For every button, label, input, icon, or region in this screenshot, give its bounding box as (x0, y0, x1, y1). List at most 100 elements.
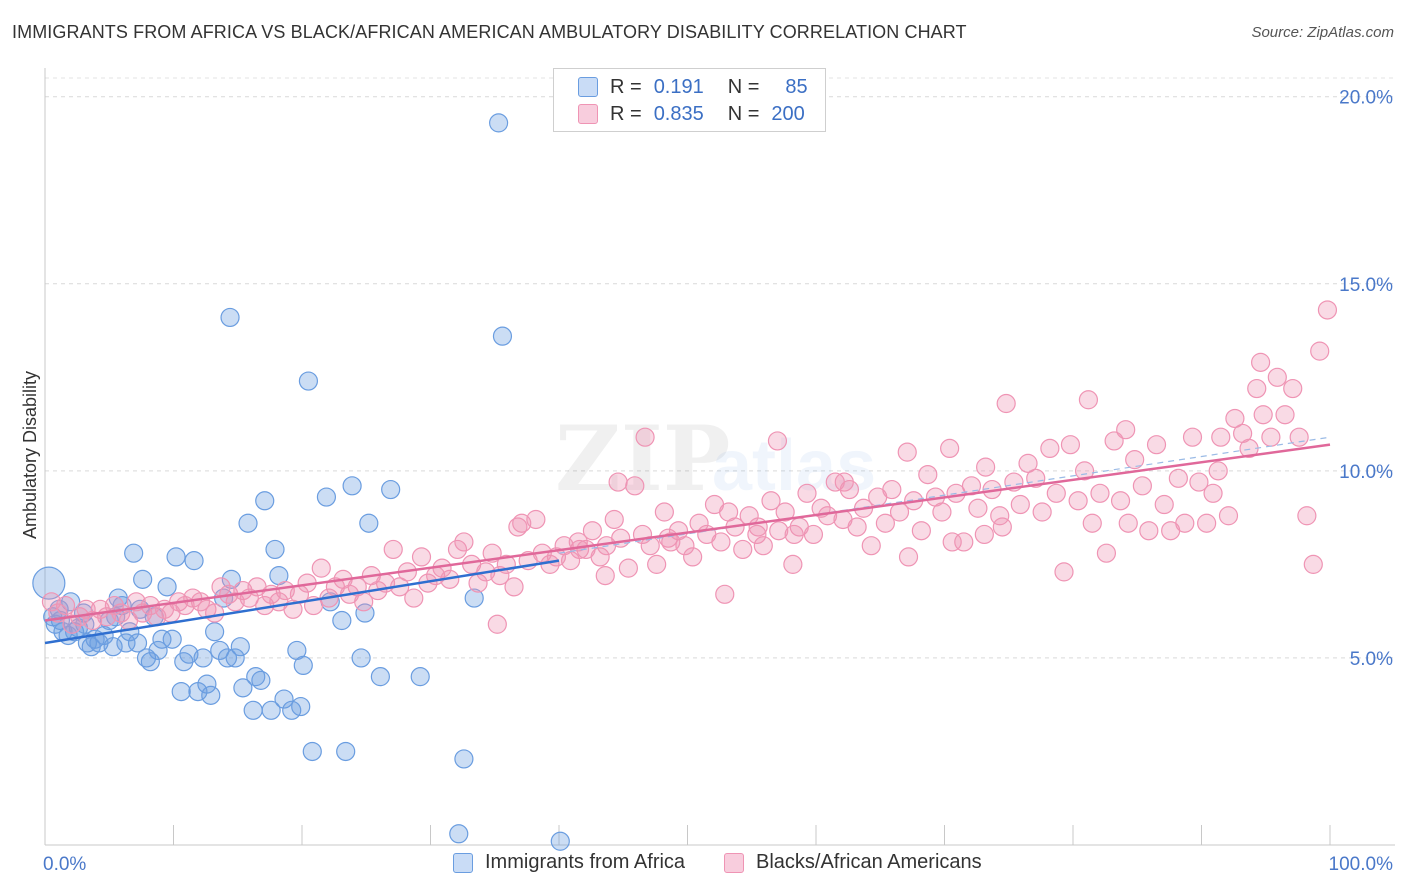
trend-line-black (44, 443, 1331, 622)
bottom-legend-swatch-blue (453, 852, 473, 873)
axes (44, 68, 1395, 846)
data-point (861, 536, 881, 556)
data-point (381, 479, 401, 500)
data-point (311, 558, 331, 578)
data-point (1175, 513, 1195, 533)
data-point (1168, 468, 1188, 488)
data-point (148, 640, 168, 661)
legend-swatch-pink (578, 104, 598, 124)
data-point (487, 614, 507, 634)
chart-title: IMMIGRANTS FROM AFRICA VS BLACK/AFRICAN … (12, 22, 967, 42)
data-point (157, 577, 177, 597)
data-point (940, 438, 960, 459)
data-point (918, 464, 938, 485)
data-point (897, 442, 917, 462)
legend-r-value-1: 0.191 (653, 75, 704, 98)
data-point (898, 547, 919, 567)
data-point (1310, 341, 1330, 361)
data-point (508, 517, 528, 537)
data-point (293, 655, 313, 676)
data-point (753, 536, 773, 556)
data-point (243, 700, 263, 720)
data-point (1032, 502, 1052, 522)
data-point (246, 667, 266, 687)
watermark-atlas: atlas (712, 426, 876, 506)
data-point (1211, 427, 1231, 447)
data-point (834, 472, 854, 492)
data-point (797, 483, 817, 503)
legend-n-value-1: 85 (785, 75, 808, 98)
data-point (761, 491, 781, 511)
y-tick-label: 20.0% (1339, 88, 1393, 109)
source-label: Source: ZipAtlas.com (1251, 24, 1394, 41)
data-point (62, 614, 82, 634)
data-point (359, 513, 379, 533)
watermark: ZIP atlas (555, 406, 876, 512)
data-point (1116, 420, 1136, 440)
legend-row-black: R = 0.835 N = 200 (578, 102, 805, 126)
legend-n-value-2: 200 (771, 102, 805, 125)
data-point (784, 524, 804, 545)
data-point (332, 610, 352, 631)
y-tick-label: 15.0% (1339, 275, 1393, 296)
data-point (225, 648, 245, 668)
data-point (715, 584, 735, 604)
data-point (1317, 300, 1338, 320)
data-point (1139, 521, 1159, 541)
data-point (1018, 453, 1038, 473)
data-point (747, 524, 767, 545)
data-point (1182, 427, 1203, 447)
data-point (205, 622, 225, 642)
data-point (1275, 405, 1295, 425)
bottom-legend-swatch-pink (724, 852, 744, 873)
data-point (230, 637, 250, 657)
data-point (942, 532, 962, 552)
legend-r-label-2: R = (610, 102, 642, 125)
data-point (1110, 491, 1131, 511)
data-point (217, 648, 238, 668)
data-point (133, 569, 153, 589)
bottom-legend-label-black: Blacks/African Americans (756, 851, 982, 873)
data-point (342, 476, 362, 496)
data-point (1074, 461, 1095, 481)
data-point (604, 509, 624, 530)
data-point (1253, 405, 1273, 425)
data-point (711, 532, 731, 552)
data-point (351, 648, 371, 668)
data-point (582, 521, 603, 541)
data-point (302, 741, 322, 762)
data-point (635, 427, 655, 447)
data-point (911, 521, 931, 541)
data-point (1060, 435, 1081, 455)
series-immigrants-africa (32, 113, 570, 851)
data-point (64, 622, 85, 642)
data-point (171, 681, 191, 702)
data-point (1090, 483, 1110, 503)
data-point (954, 532, 974, 552)
data-point (1010, 494, 1030, 515)
data-point (608, 472, 628, 492)
data-point (769, 521, 789, 541)
data-point (61, 592, 81, 612)
data-point (882, 479, 902, 500)
data-point (41, 592, 62, 612)
data-point (1146, 435, 1167, 455)
data-point (298, 371, 319, 391)
data-point (1283, 378, 1303, 399)
data-point (1068, 491, 1088, 511)
data-point (1046, 483, 1066, 503)
data-point (454, 532, 474, 552)
data-point (976, 457, 996, 477)
data-point (221, 569, 241, 589)
data-point (847, 517, 867, 537)
data-point (1118, 513, 1138, 533)
y-tick-label: 5.0% (1350, 649, 1393, 670)
data-point (618, 558, 638, 578)
data-point (238, 513, 258, 533)
data-point (32, 566, 66, 600)
stats-legend: R = 0.191 N = 85 R = 0.835 N = 200 (553, 68, 826, 132)
data-point (103, 637, 123, 657)
data-point (184, 551, 204, 571)
data-point (733, 539, 753, 560)
trend-lines (44, 436, 1331, 645)
